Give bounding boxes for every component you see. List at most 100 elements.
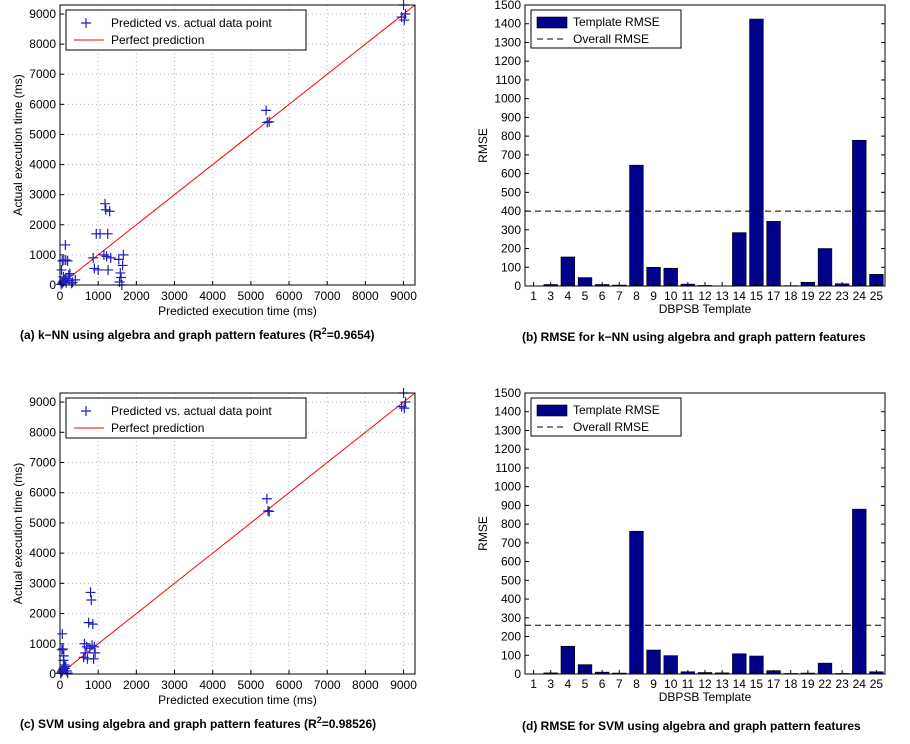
y-tick-label: 400 <box>501 592 521 606</box>
data-point <box>261 493 272 504</box>
x-tick-label: 8000 <box>352 678 379 692</box>
y-tick-label: 1000 <box>494 480 521 494</box>
x-tick-label: 7000 <box>314 678 341 692</box>
caption-superscript: 2 <box>317 715 322 725</box>
data-point <box>56 644 67 655</box>
y-tick-label: 900 <box>501 498 521 512</box>
y-tick-label: 6000 <box>29 97 56 111</box>
plot-frame <box>524 392 886 675</box>
data-point <box>57 628 68 639</box>
data-point <box>100 198 111 209</box>
y-tick-label: 0 <box>514 279 521 293</box>
data-point <box>59 663 70 674</box>
data-point <box>117 260 128 271</box>
y-tick-label: 700 <box>501 148 521 162</box>
data-point <box>89 641 100 652</box>
x-tick-label: 6 <box>599 289 606 303</box>
data-point <box>115 267 126 278</box>
x-tick-label: 9000 <box>390 289 417 303</box>
y-tick-label: 900 <box>501 110 521 124</box>
x-tick-label: 18 <box>784 289 798 303</box>
y-tick-label: 5000 <box>29 127 56 141</box>
y-tick-label: 1000 <box>29 248 56 262</box>
x-tick-label: 14 <box>733 677 747 691</box>
x-tick-label: 24 <box>853 677 867 691</box>
y-tick-label: 1300 <box>494 35 521 49</box>
data-point <box>399 403 410 414</box>
data-point <box>88 252 99 263</box>
y-tick-label: 5000 <box>29 516 56 530</box>
y-tick-label: 0 <box>514 667 521 681</box>
y-tick-label: 600 <box>501 167 521 181</box>
data-point <box>90 647 101 658</box>
data-point <box>86 594 97 605</box>
caption-tail: =0.9654) <box>327 328 375 342</box>
y-tick-label: 400 <box>501 204 521 218</box>
data-point <box>263 505 274 516</box>
x-tick-label: 3000 <box>161 678 188 692</box>
plot-frame <box>59 392 416 675</box>
x-tick-label: 23 <box>835 289 849 303</box>
data-point <box>67 277 78 288</box>
data-point <box>113 254 124 265</box>
y-tick-label: 4000 <box>29 546 56 560</box>
x-tick-label: 12 <box>698 289 712 303</box>
x-tick-label: 7 <box>616 677 623 691</box>
bar-chart-1: 0 100 200 300 400 500 600 700 800 900 1000 1100 1200… <box>476 0 886 344</box>
x-tick-label: 0 <box>57 678 64 692</box>
bar-24 <box>852 139 867 287</box>
x-tick-label: 5 <box>582 289 589 303</box>
y-tick-label: 300 <box>501 223 521 237</box>
x-tick-label: 9 <box>650 289 657 303</box>
legend-label-overall: Overall RMSE <box>573 32 649 46</box>
y-axis-label: RMSE <box>476 516 490 551</box>
caption-text: (c) SVM using algebra and graph pattern … <box>20 717 317 731</box>
data-point <box>400 9 411 20</box>
x-tick-label: 13 <box>715 289 729 303</box>
data-point <box>64 268 75 279</box>
data-point <box>105 252 116 263</box>
x-tick-label: 18 <box>784 677 798 691</box>
legend-box <box>530 9 682 49</box>
x-tick-label: 4000 <box>199 678 226 692</box>
y-axis-label: Actual execution time (ms) <box>11 74 25 215</box>
legend-label-points: Predicted vs. actual data point <box>111 16 272 30</box>
perfect-prediction-line <box>59 392 416 675</box>
bar-chart-3: 0 100 200 300 400 500 600 700 800 900 1000 1100 1200… <box>476 386 886 733</box>
x-tick-label: 4000 <box>199 289 226 303</box>
y-tick-label: 1500 <box>494 0 521 12</box>
y-tick-label: 600 <box>501 555 521 569</box>
x-tick-label: 25 <box>870 289 884 303</box>
x-tick-label: 7000 <box>314 289 341 303</box>
x-tick-label: 19 <box>801 289 815 303</box>
legend-label-line: Perfect prediction <box>111 421 204 435</box>
caption-text: (a) k−NN using algebra and graph pattern… <box>20 328 322 342</box>
y-tick-label: 200 <box>501 242 521 256</box>
x-tick-label: 3 <box>547 289 554 303</box>
data-point <box>264 116 275 127</box>
x-tick-label: 23 <box>835 677 849 691</box>
x-axis-label: Predicted execution time (ms) <box>158 693 317 707</box>
bar-14 <box>732 232 747 287</box>
y-axis-label: Actual execution time (ms) <box>11 463 25 604</box>
perfect-prediction-line <box>59 4 416 286</box>
x-tick-label: 3 <box>547 677 554 691</box>
y-tick-label: 8000 <box>29 425 56 439</box>
legend: Template RMSE Overall RMSE <box>530 9 682 49</box>
legend-label-points: Predicted vs. actual data point <box>111 404 272 418</box>
bar-22 <box>817 248 833 287</box>
bar-4 <box>560 256 576 287</box>
data-point <box>60 239 71 250</box>
data-point <box>103 264 114 275</box>
y-tick-label: 1100 <box>495 73 521 87</box>
caption: (a) k−NN using algebra and graph pattern… <box>20 326 374 342</box>
x-axis-label: DBPSB Template <box>659 690 752 704</box>
y-tick-label: 100 <box>501 260 521 274</box>
data-point <box>118 249 129 260</box>
y-tick-label: 4000 <box>29 158 56 172</box>
data-point <box>56 264 67 275</box>
data-point <box>262 117 273 128</box>
x-tick-label: 15 <box>750 677 764 691</box>
x-tick-label: 1 <box>530 677 537 691</box>
x-tick-label: 12 <box>698 677 712 691</box>
